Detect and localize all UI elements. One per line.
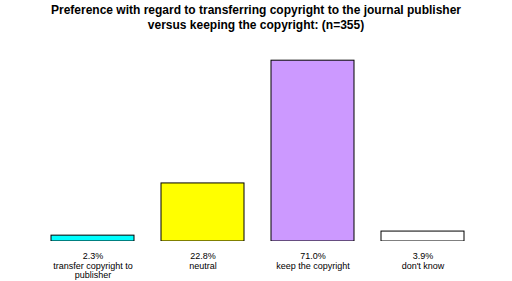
svg-text:71.0%: 71.0% [300,251,326,261]
svg-text:keep the copyright: keep the copyright [276,261,350,271]
svg-text:2.3%: 2.3% [83,251,104,261]
svg-text:neutral: neutral [189,261,217,271]
html-text:Preference with regard to tran: Preference with regard to transferring c… [51,3,461,32]
svg-text:don't know: don't know [402,261,445,271]
svg-text:transfer copyright topublisher: transfer copyright topublisher [53,261,133,280]
svg-text:22.8%: 22.8% [190,251,216,261]
svg-text:3.9%: 3.9% [413,251,434,261]
